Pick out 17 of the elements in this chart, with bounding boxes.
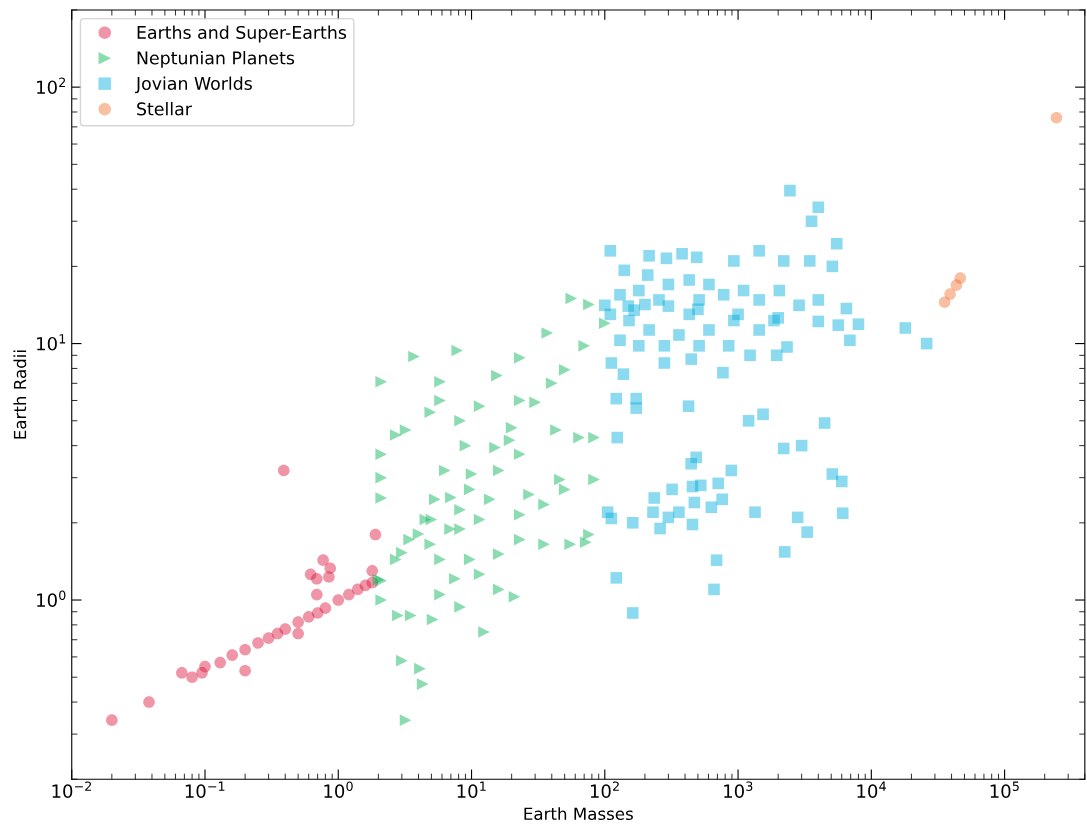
x-tick-label: 10$^{−1}$ bbox=[185, 781, 225, 798]
x-tick-label: 10$^{2}$ bbox=[590, 781, 619, 798]
x-tick-label: 10$^{0}$ bbox=[324, 781, 353, 798]
x-tick-label: 10$^{5}$ bbox=[990, 781, 1019, 798]
y-tick-label: 10$^{0}$ bbox=[37, 590, 66, 607]
y-tick-label: 10$^{1}$ bbox=[37, 334, 66, 351]
legend-label: Jovian Worlds bbox=[135, 76, 252, 94]
legend-label: Stellar bbox=[137, 102, 192, 116]
legend-label: Earths and Super-Earths bbox=[137, 25, 347, 43]
y-tick-label: 10$^{2}$ bbox=[37, 77, 66, 95]
x-tick-label: 10$^{1}$ bbox=[457, 781, 486, 798]
x-tick-label: 10$^{4}$ bbox=[857, 781, 886, 798]
legend-label: Neptunian Planets bbox=[137, 51, 295, 68]
y-axis-title: Earth Radii bbox=[13, 350, 27, 439]
x-tick-label: 10$^{−2}$ bbox=[52, 781, 92, 798]
x-axis-title: Earth Masses bbox=[524, 807, 633, 821]
x-tick-label: 10$^{3}$ bbox=[724, 781, 753, 798]
